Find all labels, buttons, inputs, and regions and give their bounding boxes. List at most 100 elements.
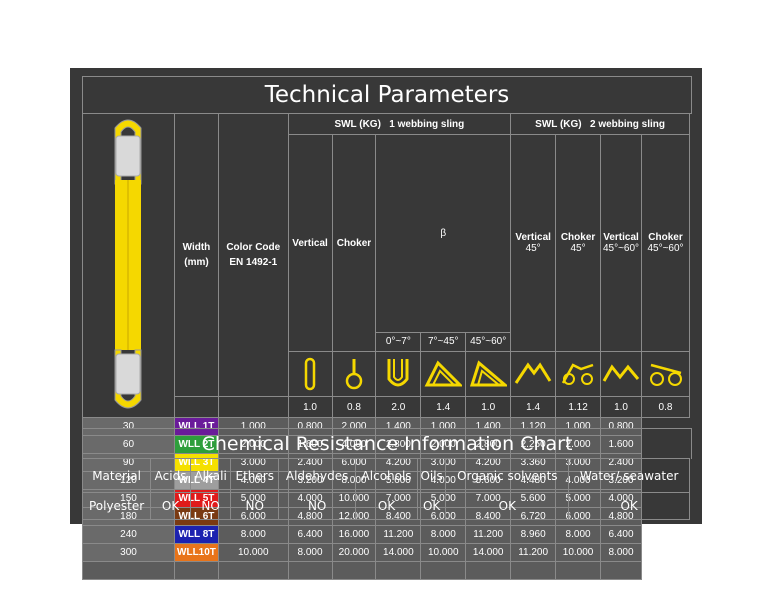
vertical-45-header: Vertical 45° (510, 134, 557, 352)
chem-header-row: Material Acids Alkali Ethers Aldehydes Alcoho… (81, 458, 690, 493)
angle-45-60-header: 45°~60° (465, 331, 512, 352)
swl-value-cell: 1.400 (465, 417, 512, 436)
width-cell: 300 (82, 543, 175, 562)
choker-45-header: Choker 45° (555, 134, 602, 352)
chem-value-cell: OK (416, 492, 447, 520)
chem-value-cell: OK (568, 492, 690, 520)
swl-value-cell: 2.250 (510, 435, 557, 454)
width-cell: 30 (82, 417, 175, 436)
swl-value-cell: 2.000 (420, 435, 467, 454)
chem-value-cell: OK (150, 492, 191, 520)
chem-value-cell: NO (189, 492, 232, 520)
swl-value-cell: 20.000 (331, 543, 377, 562)
chem-header-cell: Water/ seawater (568, 458, 690, 493)
load-factor-cell: 1.4 (420, 396, 467, 418)
angle-7-45-header: 7°~45° (420, 331, 467, 352)
swl-value-cell: 1.600 (600, 435, 642, 454)
basket-hitch-icon (375, 351, 422, 397)
wll-color-cell: WLL10T (173, 543, 219, 562)
width-cell: 60 (82, 435, 175, 454)
basket-45-60-icon (465, 351, 512, 397)
swl-value-cell: 1.400 (375, 417, 422, 436)
swl-value-cell: 2.000 (331, 417, 377, 436)
blank-row (82, 561, 690, 580)
vertical-hitch-icon (287, 351, 333, 397)
swl-value-cell: 11.200 (375, 525, 422, 544)
table-row: 240 WLL 8T 8.000 6.400 16.000 11.200 8.000 11.2… (82, 525, 690, 544)
swl-value-cell: 2.800 (375, 435, 422, 454)
chem-header-cell: Acids (150, 458, 191, 493)
two-sling-choker-icon (555, 351, 602, 397)
chem-header-cell: Aldehydes (278, 458, 357, 493)
swl-value-cell: 8.000 (217, 525, 289, 544)
swl-value-cell: 8.000 (420, 525, 467, 544)
chem-header-cell: Organic solvents (445, 458, 570, 493)
swl-value-cell: 0.800 (287, 417, 333, 436)
swl-value-cell: 10.000 (420, 543, 467, 562)
swl-value-cell: 11.200 (465, 525, 512, 544)
swl-value-cell: 1.000 (420, 417, 467, 436)
swl-value-cell: 8.000 (287, 543, 333, 562)
factor-blank-color (217, 396, 289, 418)
two-sling-vertical-45-60-icon (600, 351, 642, 397)
load-factor-cell: 1.12 (555, 396, 602, 418)
basket-7-45-icon (420, 351, 467, 397)
swl-value-cell: 2.800 (465, 435, 512, 454)
load-factor-cell: 1.4 (510, 396, 557, 418)
swl-value-cell: 1.120 (510, 417, 557, 436)
load-factor-cell: 1.0 (287, 396, 333, 418)
vertical-45-60-header: Vertical 45°~60° (600, 134, 642, 352)
beta-header: β (375, 134, 512, 333)
swl-value-cell: 1.000 (217, 417, 289, 436)
swl-value-cell: 11.200 (510, 543, 557, 562)
angle-0-7-header: 0°~7° (375, 331, 422, 352)
load-factor-cell: 0.8 (641, 396, 690, 418)
swl-value-cell: 10.000 (555, 543, 602, 562)
choker-header: Choker (331, 134, 377, 352)
sling-illustration (82, 113, 175, 418)
chem-value-cell: NO (278, 492, 357, 520)
chem-header-cell: Alcohols (355, 458, 418, 493)
chem-value-cell: OK (445, 492, 570, 520)
chem-header-cell: Ethers (230, 458, 280, 493)
swl-one-sling-header: SWL (KG) 1 webbing sling (287, 113, 512, 135)
swl-value-cell: 16.000 (331, 525, 377, 544)
swl-value-cell: 14.000 (375, 543, 422, 562)
swl-two-sling-header: SWL (KG) 2 webbing sling (510, 113, 690, 135)
swl-value-cell: 8.000 (555, 525, 602, 544)
chem-header-cell: Alkali (189, 458, 232, 493)
choker-hitch-icon (331, 351, 377, 397)
vertical-header: Vertical (287, 134, 333, 352)
chem-value-cell: Polyester (81, 492, 152, 520)
two-sling-vertical-icon (510, 351, 557, 397)
wll-color-cell: WLL 2T (173, 435, 219, 454)
color-code-header: Color Code EN 1492-1 (217, 113, 289, 397)
chem-header-cell: Oils (416, 458, 447, 493)
swl-value-cell: 6.400 (287, 525, 333, 544)
width-cell: 240 (82, 525, 175, 544)
table-row: 30 WLL 1T 1.000 0.800 2.000 1.400 1.000 1.400 1.… (82, 417, 690, 436)
two-sling-choker-45-60-icon (641, 351, 690, 397)
wll-color-cell: WLL 8T (173, 525, 219, 544)
load-factor-cell: 0.8 (331, 396, 377, 418)
factor-blank-width (173, 396, 219, 418)
chem-values-row: Polyester OK NO NO NO OK OK OK OK (81, 492, 690, 520)
load-factor-cell: 1.0 (600, 396, 642, 418)
webbing-sling-icon (114, 119, 142, 409)
choker-45-60-header: Choker 45°~60° (641, 134, 690, 352)
page-title: Technical Parameters (82, 76, 692, 114)
swl-value-cell: 8.960 (510, 525, 557, 544)
chem-header-cell: Material (81, 458, 152, 493)
technical-parameters-panel: Technical Parameters Width (mm) (70, 68, 702, 580)
chem-value-cell: NO (230, 492, 280, 520)
table-row: 60 WLL 2T 2.000 1.600 4.000 2.800 2.000 2.800 2.… (82, 435, 690, 454)
chemical-resistance-title: Chemical Resistance Information Chart (82, 428, 692, 459)
chemical-resistance-table: Material Acids Alkali Ethers Aldehydes Alcoho… (81, 458, 690, 520)
load-factor-cell: 2.0 (375, 396, 422, 418)
swl-value-cell: 0.800 (600, 417, 642, 436)
swl-value-cell: 6.400 (600, 525, 642, 544)
swl-value-cell: 8.000 (600, 543, 642, 562)
load-factor-cell: 1.0 (465, 396, 512, 418)
chem-value-cell: OK (355, 492, 418, 520)
swl-value-cell: 10.000 (217, 543, 289, 562)
